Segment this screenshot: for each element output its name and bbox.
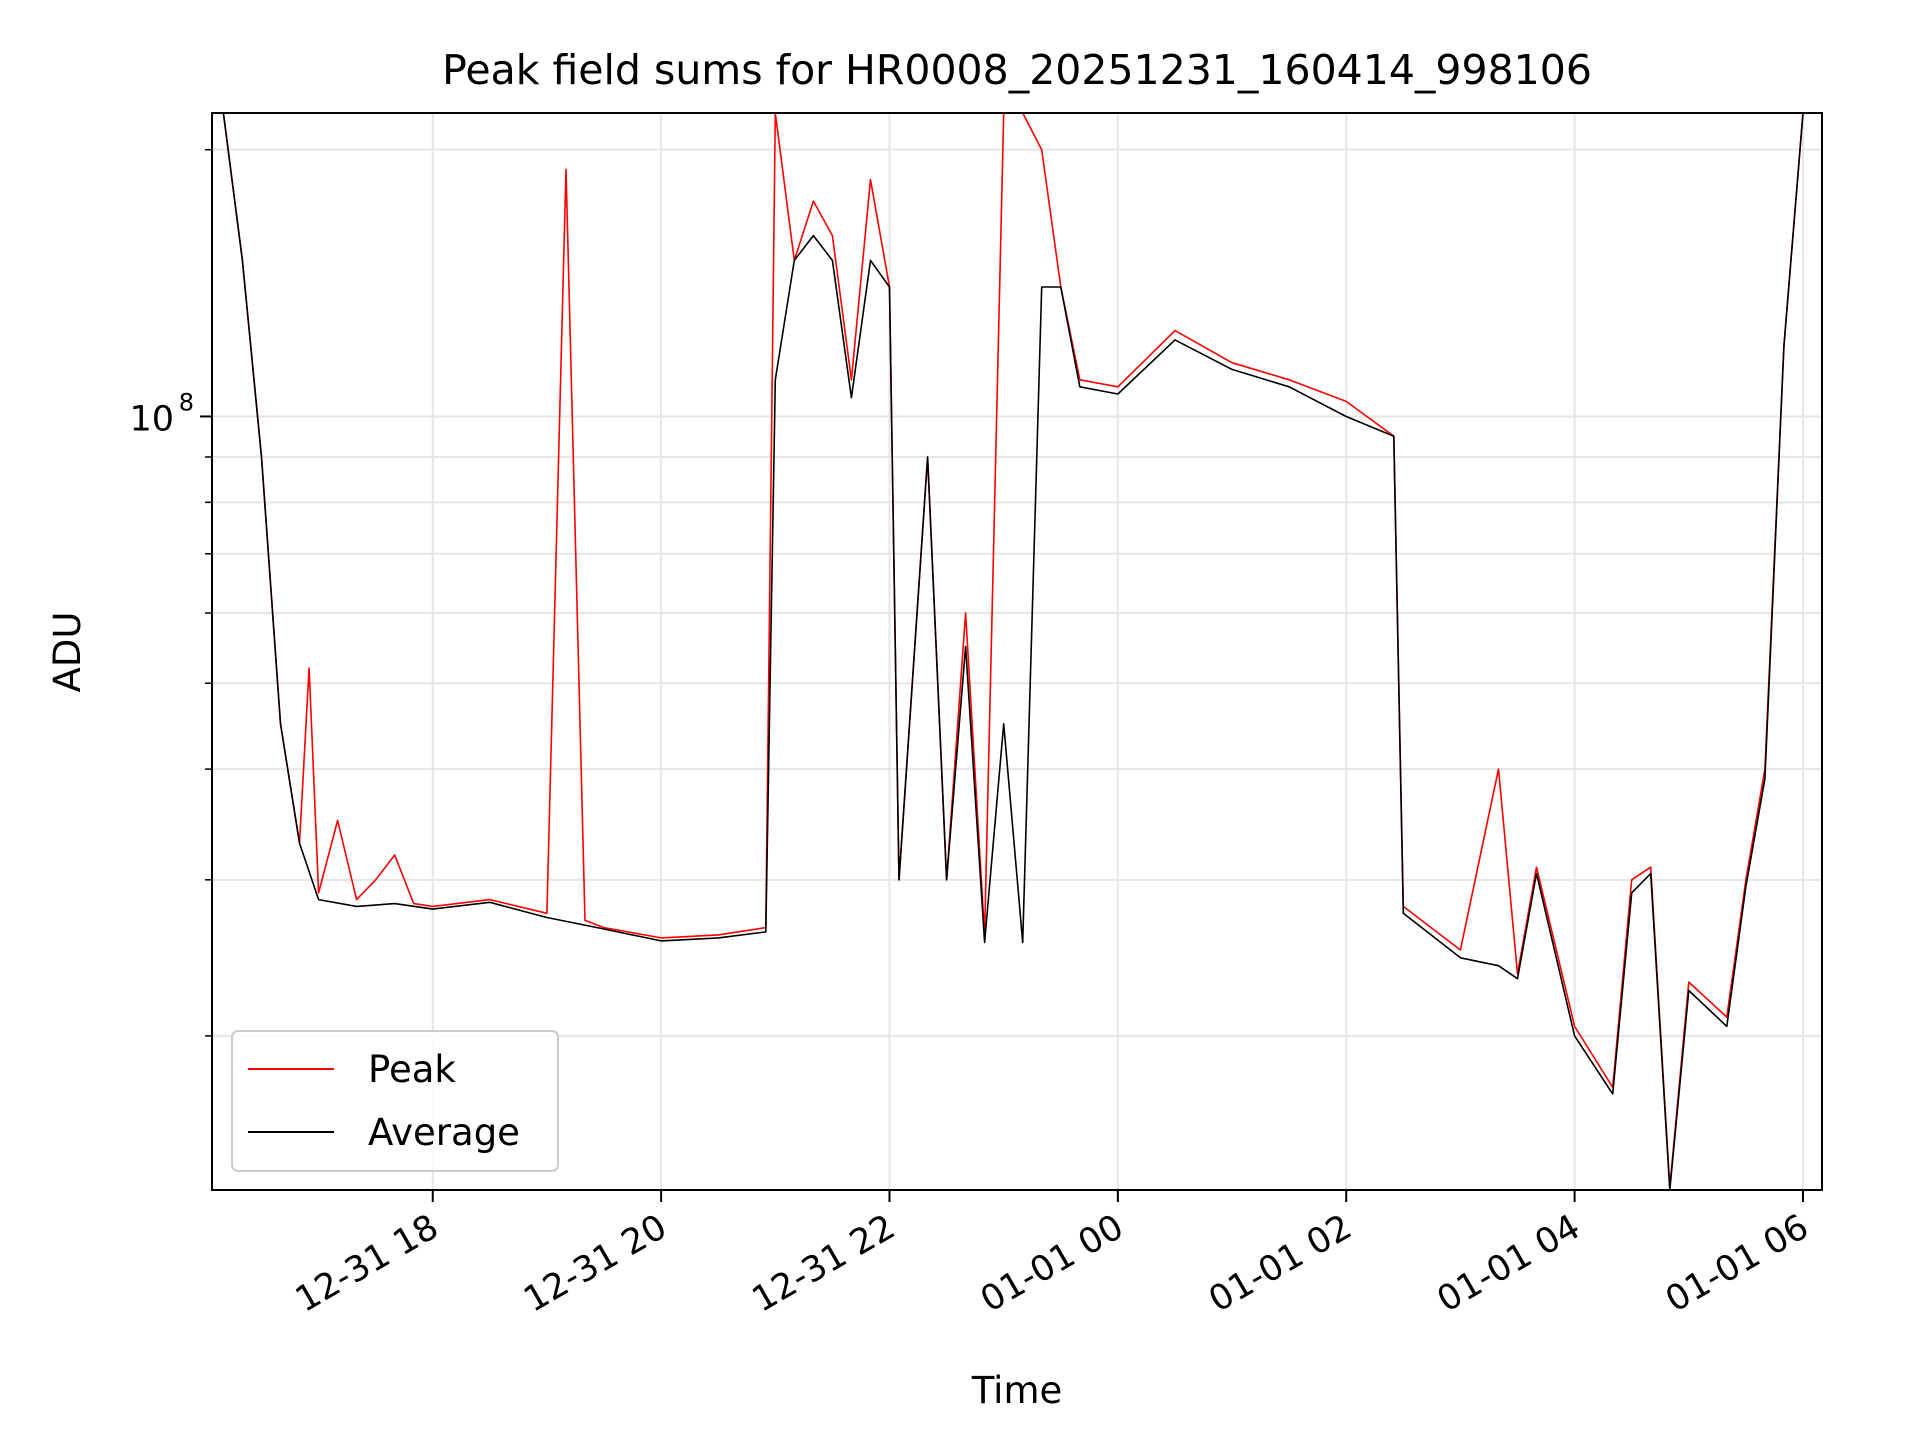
plot-frame (211, 112, 1823, 1191)
series-line-peak (222, 113, 1804, 1188)
series-line-average (222, 113, 1804, 1190)
x-axis-label: Time (971, 1369, 1063, 1412)
legend-label-peak: Peak (368, 1048, 456, 1091)
legend-box (231, 1030, 559, 1172)
grid (212, 113, 1822, 1190)
x-tick-label: 01-01 06 (1659, 1207, 1815, 1320)
y-axis-label: ADU (46, 612, 89, 693)
y-axis-ticks: 10 8 (129, 148, 212, 1037)
legend-label-average: Average (368, 1111, 520, 1154)
x-tick-label: 01-01 02 (1202, 1207, 1358, 1320)
y-tick-label: 10 (129, 399, 174, 439)
chart-title: Peak field sums for HR0008_20251231_1604… (442, 46, 1592, 94)
x-tick-label: 01-01 04 (1431, 1207, 1587, 1320)
x-tick-label: 12-31 22 (746, 1207, 902, 1320)
y-tick-label-exponent: 8 (179, 388, 194, 416)
series-layer (222, 113, 1804, 1190)
legend: Peak Average (231, 1030, 559, 1172)
x-axis-ticks: 12-31 18 12-31 20 12-31 22 01-01 00 01-01 02… (289, 1190, 1815, 1320)
x-tick-label: 01-01 00 (974, 1207, 1130, 1320)
x-tick-label: 12-31 18 (289, 1207, 445, 1320)
x-tick-label: 12-31 20 (517, 1207, 673, 1320)
